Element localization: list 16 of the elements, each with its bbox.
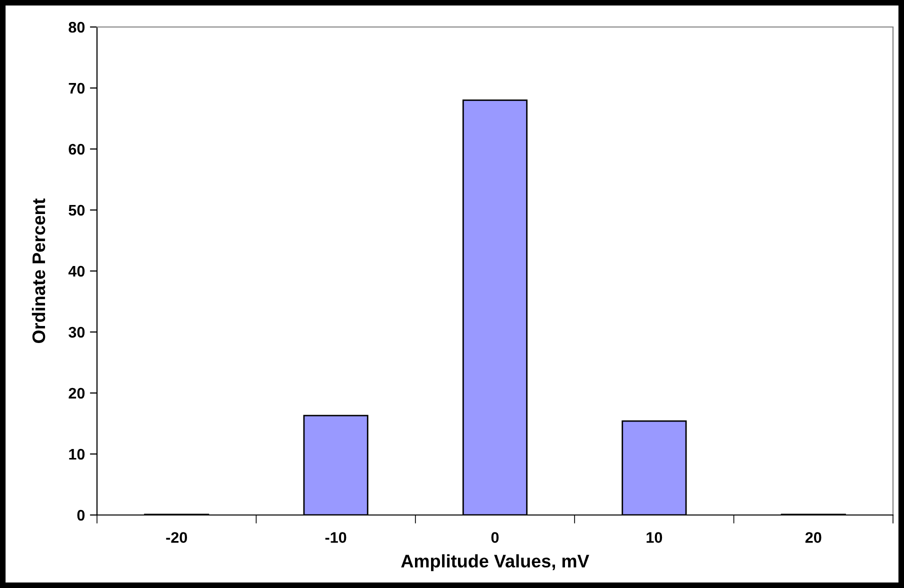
x-tick-label: -20: [166, 532, 188, 543]
y-tick-label: 80: [68, 22, 85, 33]
y-tick-label: 50: [68, 204, 85, 216]
y-tick-label: 20: [68, 388, 85, 399]
y-tick-label: 40: [68, 266, 85, 277]
x-tick-label: -10: [325, 532, 346, 543]
x-tick-label: 0: [491, 532, 499, 543]
x-tick-label: 20: [805, 532, 822, 543]
x-tick-label: 10: [646, 532, 662, 543]
y-tick-label: 30: [68, 326, 85, 338]
x-axis-title: Amplitude Values, mV: [401, 554, 590, 572]
y-axis-title: Ordinate Percent: [32, 198, 46, 343]
y-tick-label: 10: [69, 448, 85, 460]
y-tick-label: 0: [77, 510, 85, 521]
y-tick-label: 70: [68, 82, 85, 94]
y-tick-label: 60: [68, 144, 85, 155]
